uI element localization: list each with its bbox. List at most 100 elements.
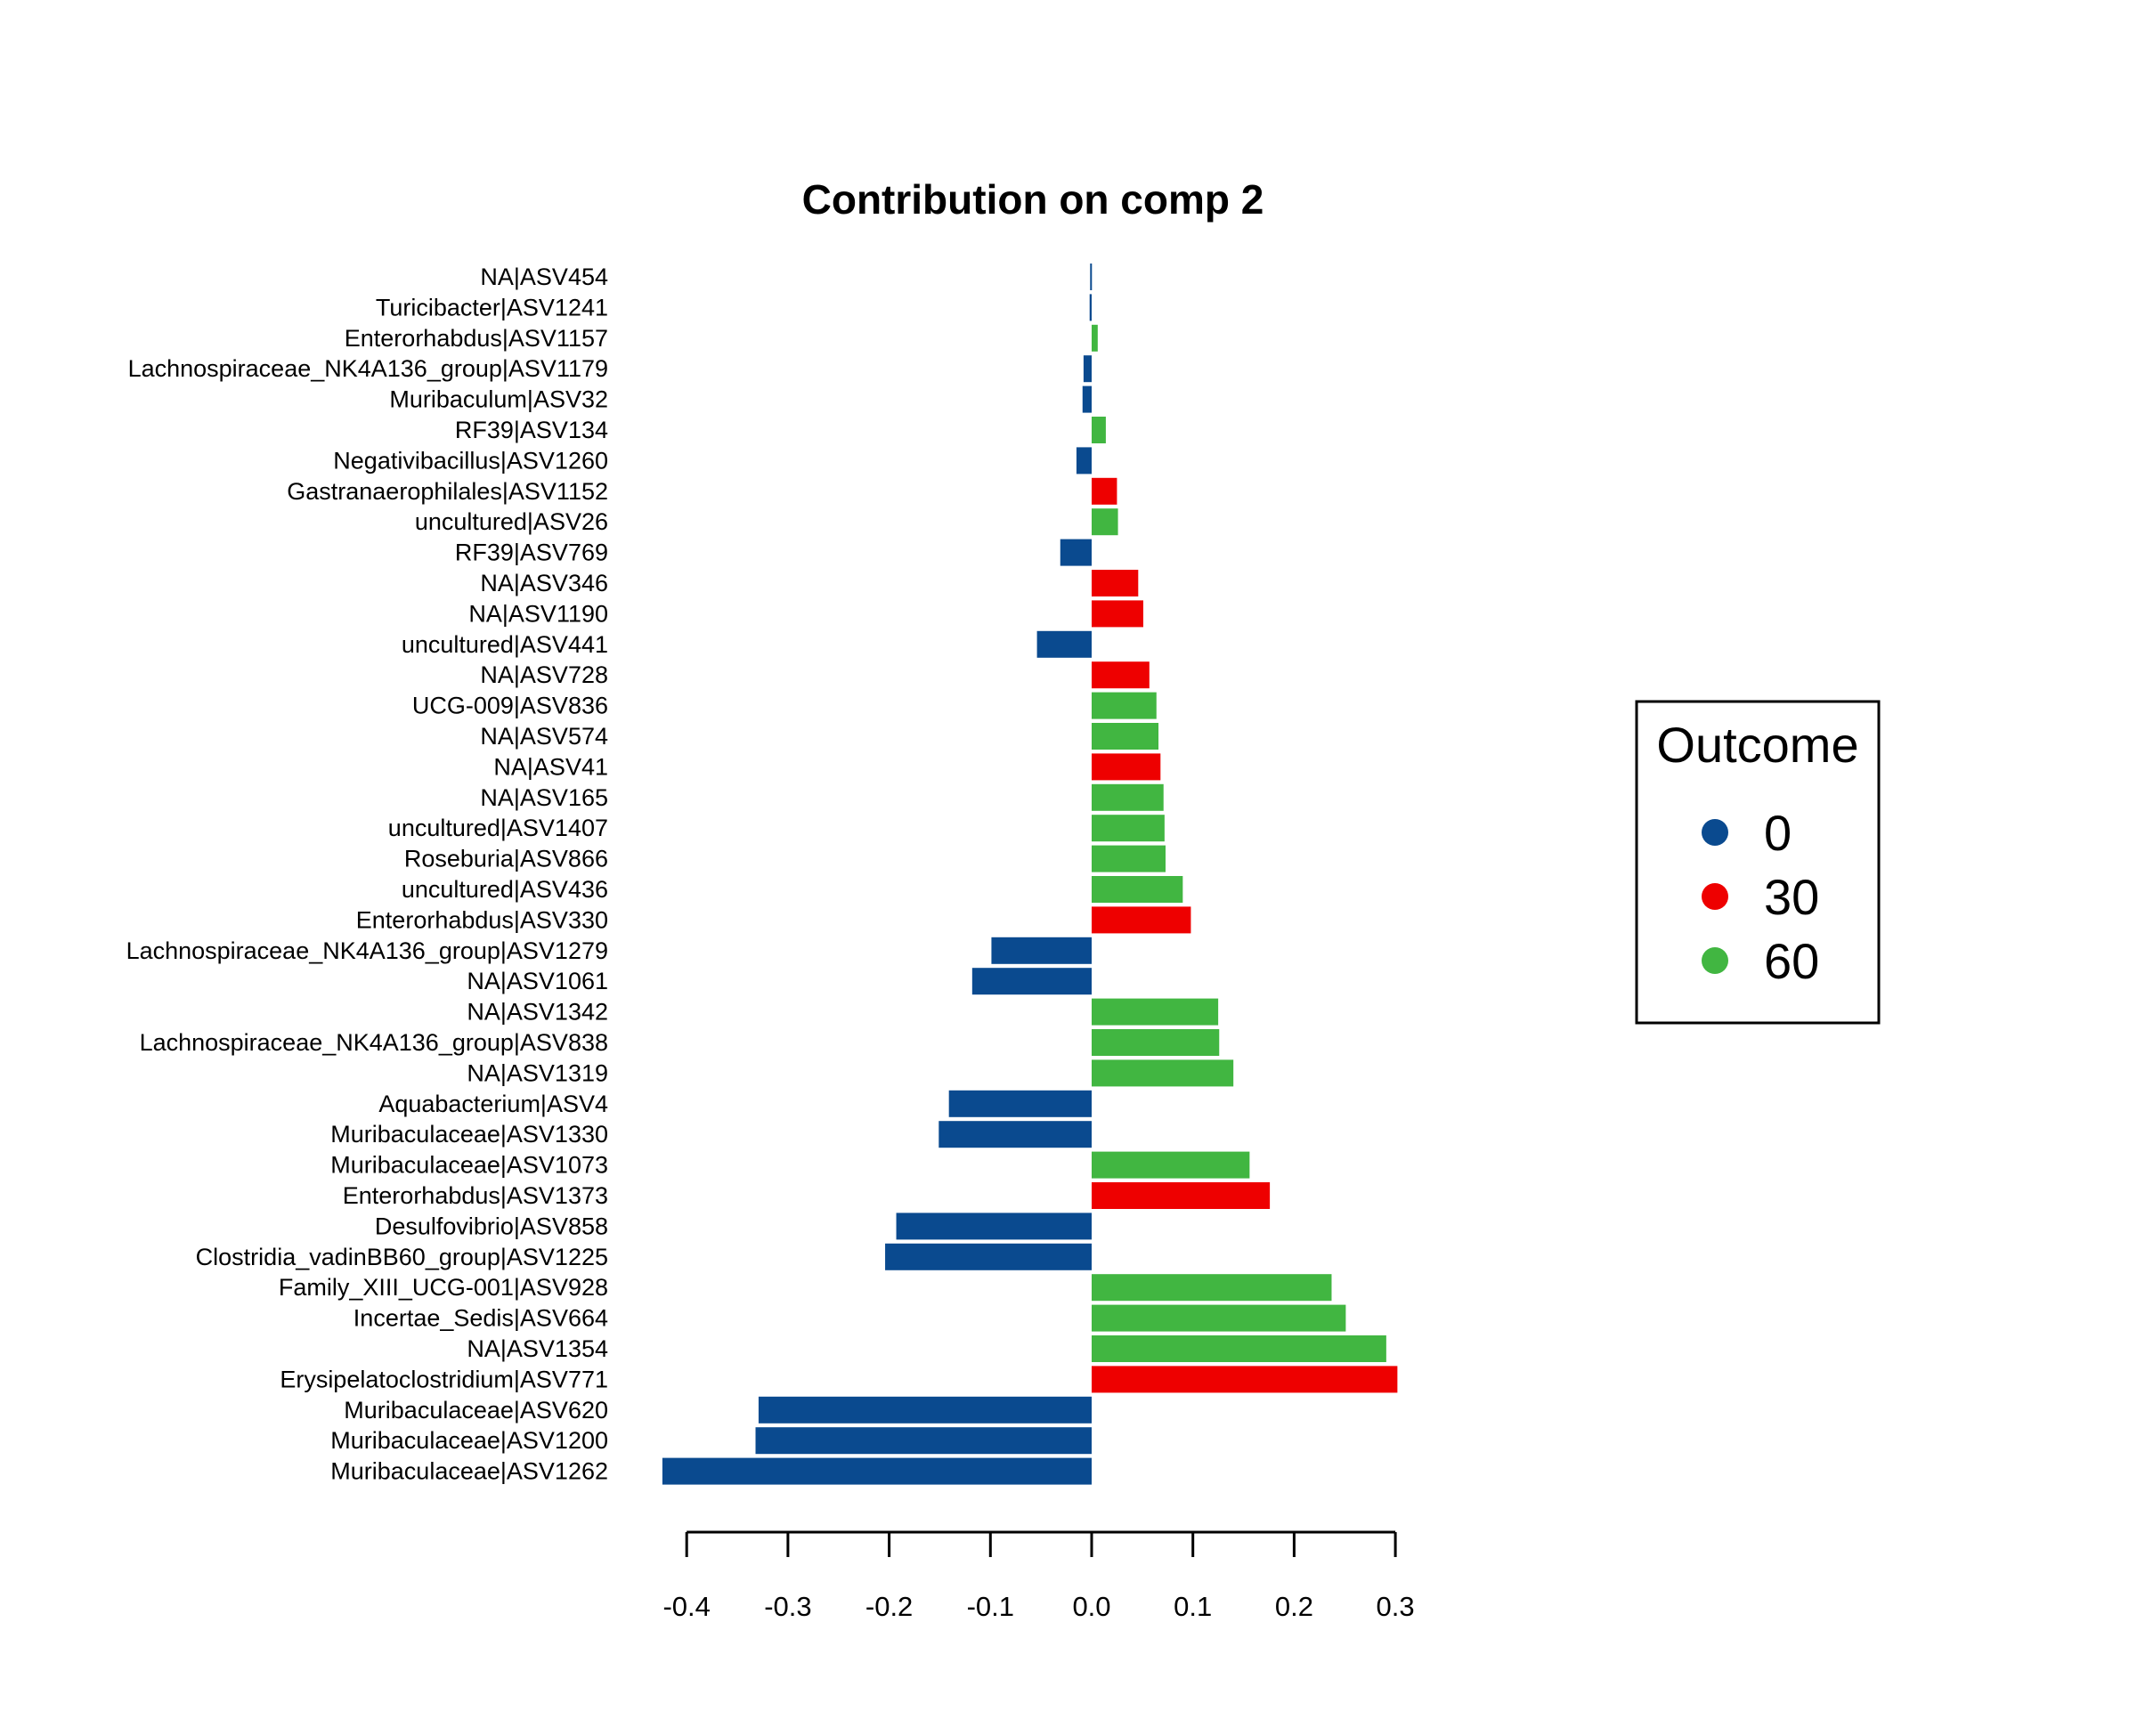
bar-NA|ASV728 xyxy=(1092,661,1150,689)
category-label: NA|ASV1061 xyxy=(467,968,608,994)
bar-Gastranaerophilales|ASV1152 xyxy=(1092,477,1117,505)
category-label: NA|ASV346 xyxy=(480,570,608,596)
category-label: uncultured|ASV1407 xyxy=(388,815,608,841)
bar-NA|ASV454 xyxy=(1090,264,1093,290)
category-label: RF39|ASV769 xyxy=(455,539,608,566)
bar-Negativibacillus|ASV1260 xyxy=(1076,447,1092,475)
category-label: NA|ASV1342 xyxy=(467,999,608,1026)
category-label: Enterorhabdus|ASV330 xyxy=(356,906,608,933)
bar-NA|ASV1061 xyxy=(971,968,1092,995)
category-label: NA|ASV1354 xyxy=(467,1335,608,1362)
bar-NA|ASV1319 xyxy=(1092,1059,1234,1087)
x-axis: -0.4 -0.3 -0.2 -0.1 0.0 0.1 0.2 0.3 xyxy=(662,1530,1415,1622)
category-label: NA|ASV41 xyxy=(493,753,608,780)
legend-marker xyxy=(1702,883,1728,910)
bar-Desulfovibrio|ASV858 xyxy=(896,1213,1092,1240)
bar-NA|ASV1190 xyxy=(1092,600,1143,628)
bar-Enterorhabdus|ASV330 xyxy=(1092,906,1191,934)
category-label: Desulfovibrio|ASV858 xyxy=(375,1213,608,1239)
bar-Muribaculaceae|ASV1330 xyxy=(938,1121,1092,1148)
bar-Muribaculaceae|ASV1073 xyxy=(1092,1151,1250,1179)
bar-Turicibacter|ASV1241 xyxy=(1089,294,1092,321)
x-tick-label: -0.2 xyxy=(865,1591,913,1622)
legend: Outcome 0 30 60 xyxy=(1635,700,1881,1025)
category-label: Lachnospiraceae_NK4A136_group|ASV838 xyxy=(140,1029,608,1056)
bar-Muribaculum|ASV32 xyxy=(1082,385,1092,413)
category-label: Enterorhabdus|ASV1373 xyxy=(343,1182,608,1209)
category-label: uncultured|ASV441 xyxy=(402,631,608,658)
category-label: Lachnospiraceae_NK4A136_group|ASV1179 xyxy=(128,355,608,382)
bar-NA|ASV165 xyxy=(1092,783,1164,811)
x-tick-label: -0.1 xyxy=(967,1591,1014,1622)
category-label: Muribaculaceae|ASV1262 xyxy=(330,1458,608,1485)
bar-NA|ASV1354 xyxy=(1092,1335,1386,1362)
bar-UCG-009|ASV836 xyxy=(1092,692,1157,719)
chart-title: Contribution on comp 2 xyxy=(802,176,1264,223)
category-label: Negativibacillus|ASV1260 xyxy=(333,447,608,474)
bar-uncultured|ASV441 xyxy=(1036,630,1092,658)
x-tick-label: 0.2 xyxy=(1275,1591,1313,1622)
category-label: Muribaculaceae|ASV1073 xyxy=(330,1152,608,1179)
bar-Family_XIII_UCG-001|ASV928 xyxy=(1092,1274,1332,1302)
bar-Aquabacterium|ASV4 xyxy=(948,1090,1092,1117)
legend-label: 30 xyxy=(1764,869,1819,925)
bar-Roseburia|ASV866 xyxy=(1092,845,1166,872)
x-tick-label: 0.3 xyxy=(1377,1591,1415,1622)
bar-Lachnospiraceae_NK4A136_group|ASV838 xyxy=(1092,1029,1220,1056)
category-label: Muribaculaceae|ASV1200 xyxy=(330,1427,608,1454)
category-label: NA|ASV1190 xyxy=(468,600,608,627)
bar-RF39|ASV769 xyxy=(1060,539,1092,566)
category-label: uncultured|ASV26 xyxy=(415,508,608,535)
x-tick-label: 0.0 xyxy=(1072,1591,1110,1622)
category-label: Roseburia|ASV866 xyxy=(404,846,608,872)
category-label: Erysipelatoclostridium|ASV771 xyxy=(280,1366,608,1392)
category-label: NA|ASV574 xyxy=(480,723,608,750)
legend-marker xyxy=(1702,947,1728,974)
category-label: NA|ASV1319 xyxy=(467,1059,608,1086)
category-label: NA|ASV454 xyxy=(480,264,608,290)
bar-Clostridia_vadinBB60_group|ASV1225 xyxy=(885,1243,1092,1270)
bar-Enterorhabdus|ASV1373 xyxy=(1092,1182,1271,1209)
category-label: Turicibacter|ASV1241 xyxy=(376,294,608,320)
category-label: Incertae_Sedis|ASV664 xyxy=(353,1305,608,1332)
bar-Erysipelatoclostridium|ASV771 xyxy=(1092,1366,1398,1393)
category-label: Muribaculaceae|ASV1330 xyxy=(330,1121,608,1148)
bar-RF39|ASV134 xyxy=(1092,417,1106,443)
category-label: UCG-009|ASV836 xyxy=(412,693,608,719)
bar-NA|ASV574 xyxy=(1092,723,1159,750)
bar-Muribaculaceae|ASV1262 xyxy=(662,1457,1092,1485)
category-label: NA|ASV165 xyxy=(480,784,608,811)
x-tick-label: -0.3 xyxy=(764,1591,811,1622)
category-label: Muribaculaceae|ASV620 xyxy=(344,1397,608,1424)
bar-uncultured|ASV436 xyxy=(1092,876,1183,903)
bar-NA|ASV1342 xyxy=(1092,998,1219,1026)
legend-marker xyxy=(1702,819,1728,846)
category-label: uncultured|ASV436 xyxy=(402,876,608,903)
category-label: RF39|ASV134 xyxy=(455,417,608,443)
legend-box xyxy=(1635,700,1881,1025)
bar-Enterorhabdus|ASV1157 xyxy=(1092,324,1098,352)
legend-title: Outcome xyxy=(1656,717,1858,773)
bar-uncultured|ASV26 xyxy=(1092,508,1118,536)
bars-group xyxy=(662,264,1398,1485)
category-label: NA|ASV728 xyxy=(480,661,608,688)
bar-Muribaculaceae|ASV620 xyxy=(758,1396,1092,1424)
category-label: Lachnospiraceae_NK4A136_group|ASV1279 xyxy=(126,937,608,964)
category-label: Gastranaerophilales|ASV1152 xyxy=(287,478,608,505)
category-label: Family_XIII_UCG-001|ASV928 xyxy=(279,1274,608,1301)
category-labels-group: NA|ASV454 Turicibacter|ASV1241 Enterorhabd… xyxy=(126,264,608,1485)
bar-NA|ASV346 xyxy=(1092,570,1139,596)
x-tick-label: -0.4 xyxy=(662,1591,710,1622)
bar-uncultured|ASV1407 xyxy=(1092,815,1165,842)
legend-label: 60 xyxy=(1764,933,1819,989)
category-label: Enterorhabdus|ASV1157 xyxy=(345,325,608,352)
category-label: Aquabacterium|ASV4 xyxy=(378,1091,608,1117)
x-tick-label: 0.1 xyxy=(1174,1591,1212,1622)
category-label: Muribaculum|ASV32 xyxy=(389,386,608,413)
bar-Lachnospiraceae_NK4A136_group|ASV1279 xyxy=(991,937,1092,964)
bar-Incertae_Sedis|ASV664 xyxy=(1092,1304,1346,1332)
bar-Lachnospiraceae_NK4A136_group|ASV1179 xyxy=(1083,355,1092,383)
legend-label: 0 xyxy=(1764,805,1792,861)
bar-NA|ASV41 xyxy=(1092,753,1161,781)
